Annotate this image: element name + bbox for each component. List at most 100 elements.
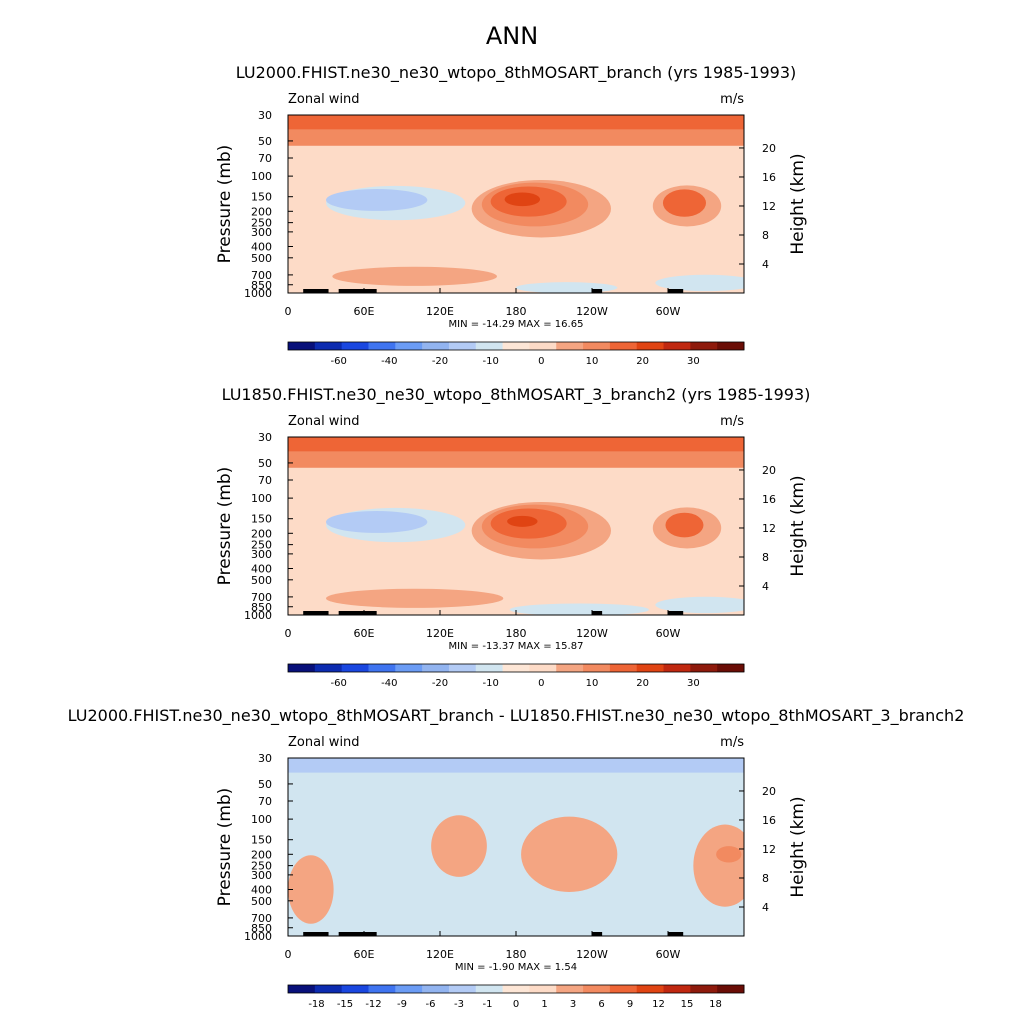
colorbar-swatch <box>314 342 343 350</box>
colorbar-swatch <box>422 342 450 350</box>
colorbar-swatch <box>314 985 343 993</box>
contour-region <box>326 511 428 533</box>
colorbar-label: 18 <box>709 999 722 1010</box>
contour-region <box>504 192 541 207</box>
x-tick-label: 180 <box>506 948 527 961</box>
x-tick-label: 120W <box>576 305 608 318</box>
colorbar-swatch <box>502 985 530 993</box>
colorbar-swatch <box>529 985 557 993</box>
min-max-label: MIN = -1.90 MAX = 1.54 <box>455 962 577 973</box>
x-tick-label: 60W <box>656 305 681 318</box>
x-tick-label: 180 <box>506 305 527 318</box>
contour-region <box>693 824 744 907</box>
y-tick-label: 70 <box>258 474 272 487</box>
y-axis-label: Pressure (mb) <box>215 467 235 586</box>
variable-label: Zonal wind <box>288 735 360 750</box>
colorbar-swatch <box>341 342 369 350</box>
y-tick-label: 1000 <box>244 287 272 300</box>
contour-region <box>665 512 704 538</box>
y-tick-label: 200 <box>251 205 272 218</box>
y-tick-label: 30 <box>258 431 272 444</box>
y2-axis-label: Height (km) <box>788 475 808 576</box>
units-label: m/s <box>720 735 744 750</box>
y-tick-label: 50 <box>258 135 272 148</box>
contour-band <box>288 451 744 468</box>
colorbar-swatch <box>690 985 718 993</box>
y2-tick-label: 16 <box>762 814 776 827</box>
colorbar-swatch <box>502 664 530 672</box>
x-tick-label: 0 <box>285 948 292 961</box>
topography <box>668 611 684 615</box>
contour-region <box>326 189 428 211</box>
y-tick-label: 300 <box>251 226 272 239</box>
y-tick-label: 150 <box>251 513 272 526</box>
y-axis-label: Pressure (mb) <box>215 145 235 264</box>
y2-tick-label: 20 <box>762 142 776 155</box>
colorbar-swatch <box>690 342 718 350</box>
x-tick-label: 0 <box>285 305 292 318</box>
colorbar: -60 -40 -20 -10 0 10 20 30 <box>287 663 745 689</box>
colorbar-label: -60 <box>330 678 346 689</box>
colorbar-label: -1 <box>483 999 493 1010</box>
topography <box>592 611 603 615</box>
y-tick-label: 150 <box>251 191 272 204</box>
y-tick-label: 250 <box>251 860 272 873</box>
x-tick-label: 120E <box>426 305 454 318</box>
colorbar-frame <box>287 663 745 673</box>
y2-tick-label: 4 <box>762 901 769 914</box>
colorbar-label: -20 <box>432 678 448 689</box>
colorbar-label: 0 <box>513 999 519 1010</box>
colorbar-swatch <box>395 664 423 672</box>
colorbar-label: 6 <box>598 999 604 1010</box>
colorbar-swatch <box>368 664 396 672</box>
colorbar-swatch <box>609 985 638 993</box>
colorbar-label: 20 <box>636 678 649 689</box>
topography <box>303 611 329 615</box>
y-tick-label: 250 <box>251 217 272 230</box>
y-tick-label: 50 <box>258 457 272 470</box>
panel-title: LU2000.FHIST.ne30_ne30_wtopo_8thMOSART_b… <box>68 706 965 726</box>
y2-tick-label: 12 <box>762 843 776 856</box>
colorbar: -18 -15 -12 -9 -6 -3 -1 0 1 3 6 9 12 15 18 <box>287 984 745 1010</box>
colorbar-label: 0 <box>538 356 544 367</box>
x-tick-label: 120W <box>576 948 608 961</box>
y2-tick-label: 8 <box>762 551 769 564</box>
y-tick-label: 500 <box>251 895 272 908</box>
colorbar-swatch <box>368 342 396 350</box>
colorbar-swatch <box>636 985 665 993</box>
colorbar-label: 12 <box>652 999 665 1010</box>
colorbar-label: -12 <box>365 999 381 1010</box>
y-tick-label: 850 <box>251 279 272 292</box>
x-tick-label: 60E <box>354 948 375 961</box>
y-tick-label: 850 <box>251 922 272 935</box>
topography <box>303 289 329 293</box>
contour-region <box>431 815 487 877</box>
y-tick-label: 100 <box>251 813 272 826</box>
colorbar-swatch <box>663 664 691 672</box>
y-tick-label: 400 <box>251 883 272 896</box>
y-tick-label: 250 <box>251 539 272 552</box>
colorbar-swatch <box>556 342 584 350</box>
colorbar-swatch <box>475 985 504 993</box>
y-tick-label: 400 <box>251 240 272 253</box>
colorbar-label: 10 <box>586 678 599 689</box>
min-max-label: MIN = -14.29 MAX = 16.65 <box>449 319 584 330</box>
y-tick-label: 200 <box>251 848 272 861</box>
figure-title: ANN <box>486 22 538 50</box>
contour-band <box>288 115 744 130</box>
y2-tick-label: 20 <box>762 464 776 477</box>
chart-panel-3: LU2000.FHIST.ne30_ne30_wtopo_8thMOSART_b… <box>68 706 965 1010</box>
colorbar-label: -10 <box>482 678 498 689</box>
colorbar: -60 -40 -20 -10 0 10 20 30 <box>287 341 745 367</box>
colorbar-swatch <box>609 342 638 350</box>
colorbar-swatch <box>717 664 745 672</box>
colorbar-swatch <box>288 664 316 672</box>
contour-region <box>521 816 618 892</box>
colorbar-swatch <box>717 342 745 350</box>
x-tick-label: 60W <box>656 627 681 640</box>
x-tick-label: 120E <box>426 627 454 640</box>
colorbar-frame <box>287 984 745 994</box>
colorbar-label: -15 <box>337 999 353 1010</box>
colorbar-label: 20 <box>636 356 649 367</box>
